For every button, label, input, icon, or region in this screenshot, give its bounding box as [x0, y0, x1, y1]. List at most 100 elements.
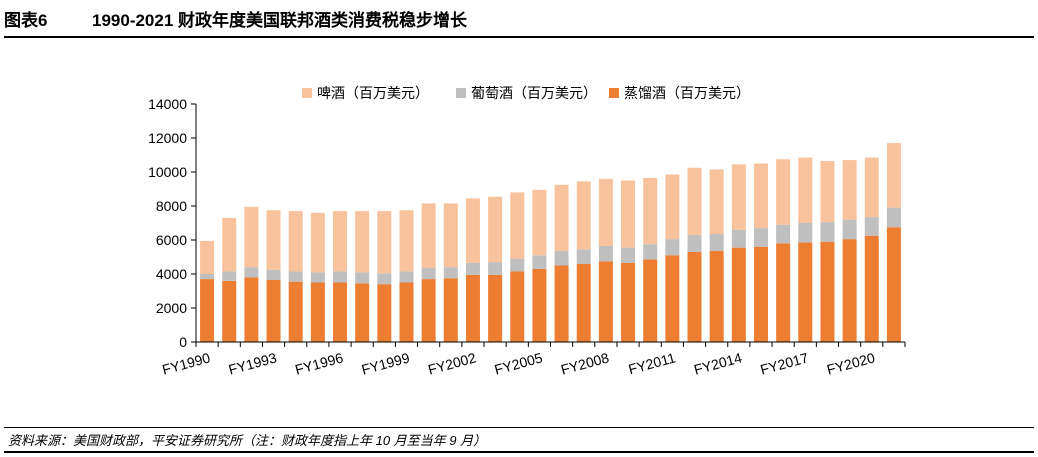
bar-segment-wine — [465, 262, 480, 275]
legend-swatch-spirits — [609, 88, 619, 98]
y-tick-label: 10000 — [148, 164, 187, 180]
legend: 啤酒（百万美元） 葡萄酒（百万美元） 蒸馏酒（百万美元） — [302, 85, 750, 101]
figure-label: 图表6 — [4, 11, 48, 30]
bar-segment-wine — [222, 271, 237, 281]
bar-segment-spirits — [333, 282, 348, 342]
bar-segment-spirits — [288, 281, 303, 342]
bar-segment-spirits — [776, 243, 791, 342]
bar-segment-spirits — [200, 279, 215, 342]
bar-segment-spirits — [798, 242, 813, 342]
x-tick-label: FY2017 — [759, 349, 811, 377]
bar-segment-beer — [820, 160, 835, 223]
bar-segment-spirits — [598, 261, 613, 342]
x-tick-label: FY1993 — [227, 349, 279, 377]
y-tick-label: 14000 — [148, 96, 187, 112]
bar-segment-beer — [776, 159, 791, 225]
bar-segment-beer — [687, 167, 702, 235]
bottom-divider — [4, 451, 1034, 453]
bar-segment-spirits — [687, 251, 702, 342]
x-axis: FY1990 FY1993 FY1996 FY1999 FY2002 FY2005 FY20… — [160, 341, 906, 378]
bar-segment-spirits — [355, 283, 370, 342]
bar-segment-wine — [333, 271, 348, 283]
x-tick-label: FY1990 — [160, 349, 212, 377]
bar-segment-wine — [665, 239, 680, 256]
bar-segment-spirits — [377, 284, 392, 342]
bar-segment-beer — [399, 210, 414, 272]
bar-segment-wine — [798, 223, 813, 243]
legend-label-beer: 啤酒（百万美元） — [317, 85, 429, 101]
bar-segment-beer — [222, 217, 237, 272]
bar-segment-wine — [643, 244, 658, 260]
bar-segment-beer — [798, 157, 813, 223]
bar-segment-beer — [443, 203, 458, 268]
bar-segment-wine — [200, 274, 215, 280]
bar-segment-beer — [310, 212, 325, 273]
bar-segment-wine — [244, 267, 259, 278]
y-tick-label: 12000 — [148, 130, 187, 146]
bar-segment-spirits — [399, 282, 414, 342]
bar-segment-wine — [288, 271, 303, 282]
bar-segment-spirits — [643, 259, 658, 342]
bar-segment-wine — [753, 228, 768, 247]
bar-segment-beer — [200, 240, 215, 274]
y-tick-label: 6000 — [156, 232, 187, 248]
bar-segment-spirits — [488, 274, 503, 342]
legend-swatch-wine — [456, 88, 466, 98]
y-tick-label: 2000 — [156, 300, 187, 316]
legend-label-spirits: 蒸馏酒（百万美元） — [624, 85, 750, 101]
bar-segment-wine — [731, 229, 746, 248]
y-tick-label: 8000 — [156, 198, 187, 214]
bar-segment-beer — [532, 189, 547, 256]
bar-segment-beer — [709, 169, 724, 235]
bar-segment-beer — [355, 211, 370, 273]
bars — [200, 143, 901, 342]
bar-segment-wine — [886, 207, 901, 228]
bar-segment-beer — [665, 174, 680, 240]
bar-segment-beer — [288, 211, 303, 272]
x-tick-label: FY2008 — [559, 349, 611, 377]
bar-segment-beer — [842, 160, 857, 220]
bar-segment-wine — [443, 267, 458, 279]
bar-segment-beer — [510, 192, 525, 259]
bar-segment-beer — [421, 203, 436, 269]
bar-segment-wine — [310, 272, 325, 283]
bar-segment-wine — [488, 262, 503, 275]
bar-segment-wine — [355, 272, 370, 284]
bar-segment-wine — [532, 255, 547, 269]
bar-segment-beer — [598, 178, 613, 246]
x-tick-label: FY2005 — [493, 349, 545, 377]
bar-segment-spirits — [421, 279, 436, 342]
bar-segment-beer — [621, 180, 636, 248]
bar-segment-wine — [576, 249, 591, 264]
bar-segment-beer — [753, 163, 768, 229]
bar-segment-beer — [377, 211, 392, 274]
header-divider — [4, 36, 1034, 38]
bar-segment-spirits — [820, 241, 835, 342]
y-axis: 0 2000 4000 6000 8000 10000 12000 14000 — [148, 96, 197, 350]
bar-segment-spirits — [465, 274, 480, 342]
legend-label-wine: 葡萄酒（百万美元） — [471, 85, 597, 101]
bar-segment-wine — [820, 222, 835, 242]
bar-segment-wine — [399, 271, 414, 283]
bar-segment-beer — [465, 198, 480, 263]
bar-segment-spirits — [864, 235, 879, 342]
legend-swatch-beer — [302, 88, 312, 98]
bar-segment-spirits — [532, 268, 547, 342]
bar-segment-wine — [510, 258, 525, 272]
bar-segment-spirits — [709, 251, 724, 342]
bar-segment-wine — [377, 273, 392, 285]
bar-segment-spirits — [244, 277, 259, 342]
y-tick-label: 4000 — [156, 266, 187, 282]
bar-segment-beer — [333, 211, 348, 272]
stacked-bar-chart: 啤酒（百万美元） 葡萄酒（百万美元） 蒸馏酒（百万美元） 0 2000 4000 6000… — [148, 85, 906, 378]
x-tick-label: FY2020 — [825, 349, 877, 377]
footer-divider — [4, 427, 1034, 428]
bar-segment-wine — [709, 234, 724, 252]
bar-segment-wine — [842, 219, 857, 240]
x-tick-label: FY2014 — [692, 349, 744, 377]
figure-title: 1990-2021 财政年度美国联邦酒类消费税稳步增长 — [92, 11, 468, 30]
bar-segment-beer — [643, 177, 658, 245]
bar-segment-beer — [488, 196, 503, 263]
bar-segment-spirits — [576, 263, 591, 342]
bar-segment-wine — [421, 268, 436, 280]
